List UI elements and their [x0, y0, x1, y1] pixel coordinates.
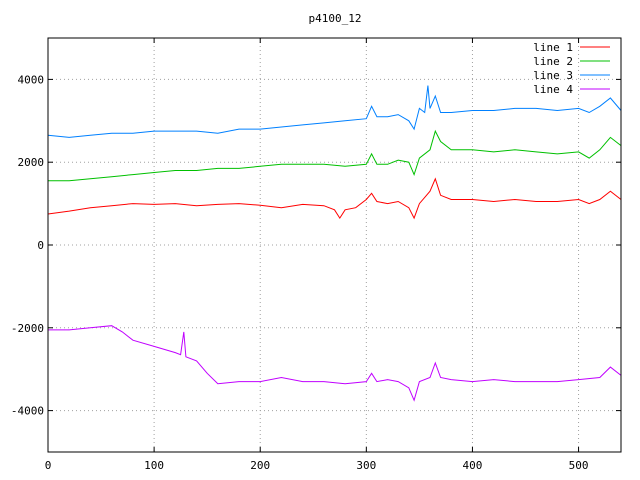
legend-label: line 1	[533, 41, 573, 54]
legend-label: line 3	[533, 69, 573, 82]
x-tick-label: 100	[144, 459, 164, 472]
legend-label: line 4	[533, 83, 573, 96]
y-tick-label: 0	[37, 239, 44, 252]
legend-label: line 2	[533, 55, 573, 68]
plot-frame	[47, 37, 622, 453]
series-line-1	[47, 177, 622, 220]
axis-ticks: 0 100 200 300 400 500 -4000 -2000 0 2000 4000	[11, 38, 621, 472]
chart-title: p4100_12	[309, 12, 362, 25]
y-tick-label: 4000	[18, 73, 45, 86]
series-line-2	[48, 129, 622, 182]
y-tick-label: 2000	[18, 156, 45, 169]
series-line-3	[47, 85, 622, 138]
grid	[48, 38, 621, 452]
x-tick-label: 300	[356, 459, 376, 472]
series-group	[47, 85, 622, 402]
y-tick-label: -4000	[11, 405, 44, 418]
x-tick-label: 200	[250, 459, 270, 472]
series-line-4	[48, 325, 622, 402]
x-tick-label: 400	[463, 459, 483, 472]
x-tick-label: 500	[569, 459, 589, 472]
y-tick-label: -2000	[11, 322, 44, 335]
x-tick-label: 0	[45, 459, 52, 472]
